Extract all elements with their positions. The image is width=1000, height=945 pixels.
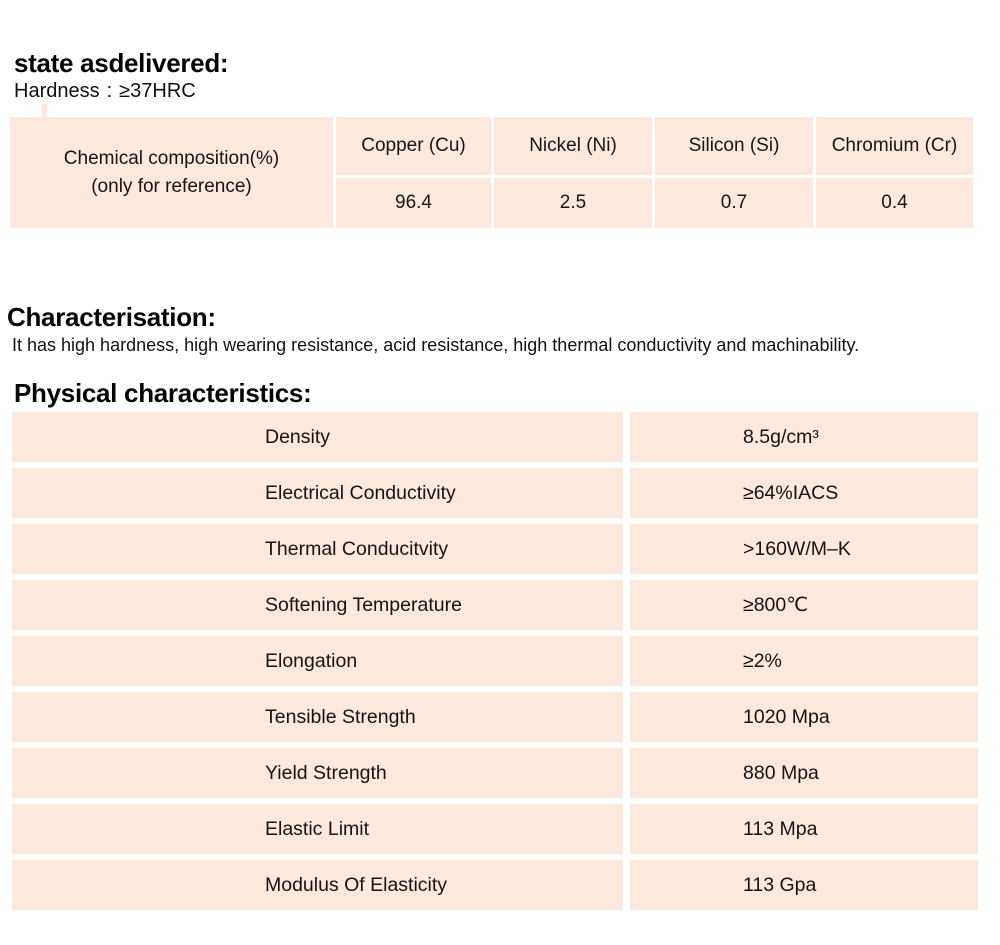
- hardness-colon: :: [106, 80, 113, 102]
- row-label-electrical-conductivity: Electrical Conductivity: [12, 468, 623, 518]
- state-as-delivered-title: state asdelivered:: [14, 48, 229, 79]
- value-chromium: 0.4: [816, 178, 973, 228]
- row-value-yield-strength: 880 Mpa: [630, 748, 978, 798]
- row-label-softening-temperature: Softening Temperature: [12, 580, 623, 630]
- hardness-label: Hardness: [14, 80, 100, 102]
- hardness-value: ≥37HRC: [119, 80, 196, 102]
- value-nickel: 2.5: [494, 178, 652, 228]
- column-header-silicon: Silicon (Si): [655, 117, 813, 175]
- row-label-modulus-of-elasticity: Modulus Of Elasticity: [12, 860, 623, 910]
- row-value-tensible-strength: 1020 Mpa: [630, 692, 978, 742]
- row-value-elastic-limit: 113 Mpa: [630, 804, 978, 854]
- row-value-elongation: ≥2%: [630, 636, 978, 686]
- characterisation-title: Characterisation:: [7, 301, 216, 332]
- table-border-artifact: [42, 104, 47, 118]
- row-value-thermal-conductivity: >160W/M–K: [630, 524, 978, 574]
- row-value-modulus-of-elasticity: 113 Gpa: [630, 860, 978, 910]
- value-copper: 96.4: [336, 178, 491, 228]
- row-value-electrical-conductivity: ≥64%IACS: [630, 468, 978, 518]
- value-silicon: 0.7: [655, 178, 813, 228]
- row-value-softening-temperature: ≥800℃: [630, 580, 978, 630]
- row-label-yield-strength: Yield Strength: [12, 748, 623, 798]
- column-header-nickel: Nickel (Ni): [494, 117, 652, 175]
- row-label-elastic-limit: Elastic Limit: [12, 804, 623, 854]
- composition-row-header-line2: (only for reference): [91, 175, 252, 197]
- physical-characteristics-table: Density 8.5g/cm³ Electrical Conductivity…: [12, 412, 978, 910]
- column-header-copper: Copper (Cu): [336, 117, 491, 175]
- row-label-density: Density: [12, 412, 623, 462]
- characterisation-text: It has high hardness, high wearing resis…: [12, 335, 860, 355]
- row-value-density: 8.5g/cm³: [630, 412, 978, 462]
- column-header-chromium: Chromium (Cr): [816, 117, 973, 175]
- row-label-thermal-conductivity: Thermal Conducitvity: [12, 524, 623, 574]
- composition-row-header: Chemical composition(%) (only for refere…: [10, 117, 333, 228]
- row-label-tensible-strength: Tensible Strength: [12, 692, 623, 742]
- hardness-line: Hardness: ≥37HRC: [14, 80, 196, 103]
- physical-characteristics-title: Physical characteristics:: [14, 377, 312, 408]
- row-label-elongation: Elongation: [12, 636, 623, 686]
- composition-row-header-line1: Chemical composition(%): [63, 147, 280, 169]
- chemical-composition-table: Chemical composition(%) (only for refere…: [10, 117, 973, 228]
